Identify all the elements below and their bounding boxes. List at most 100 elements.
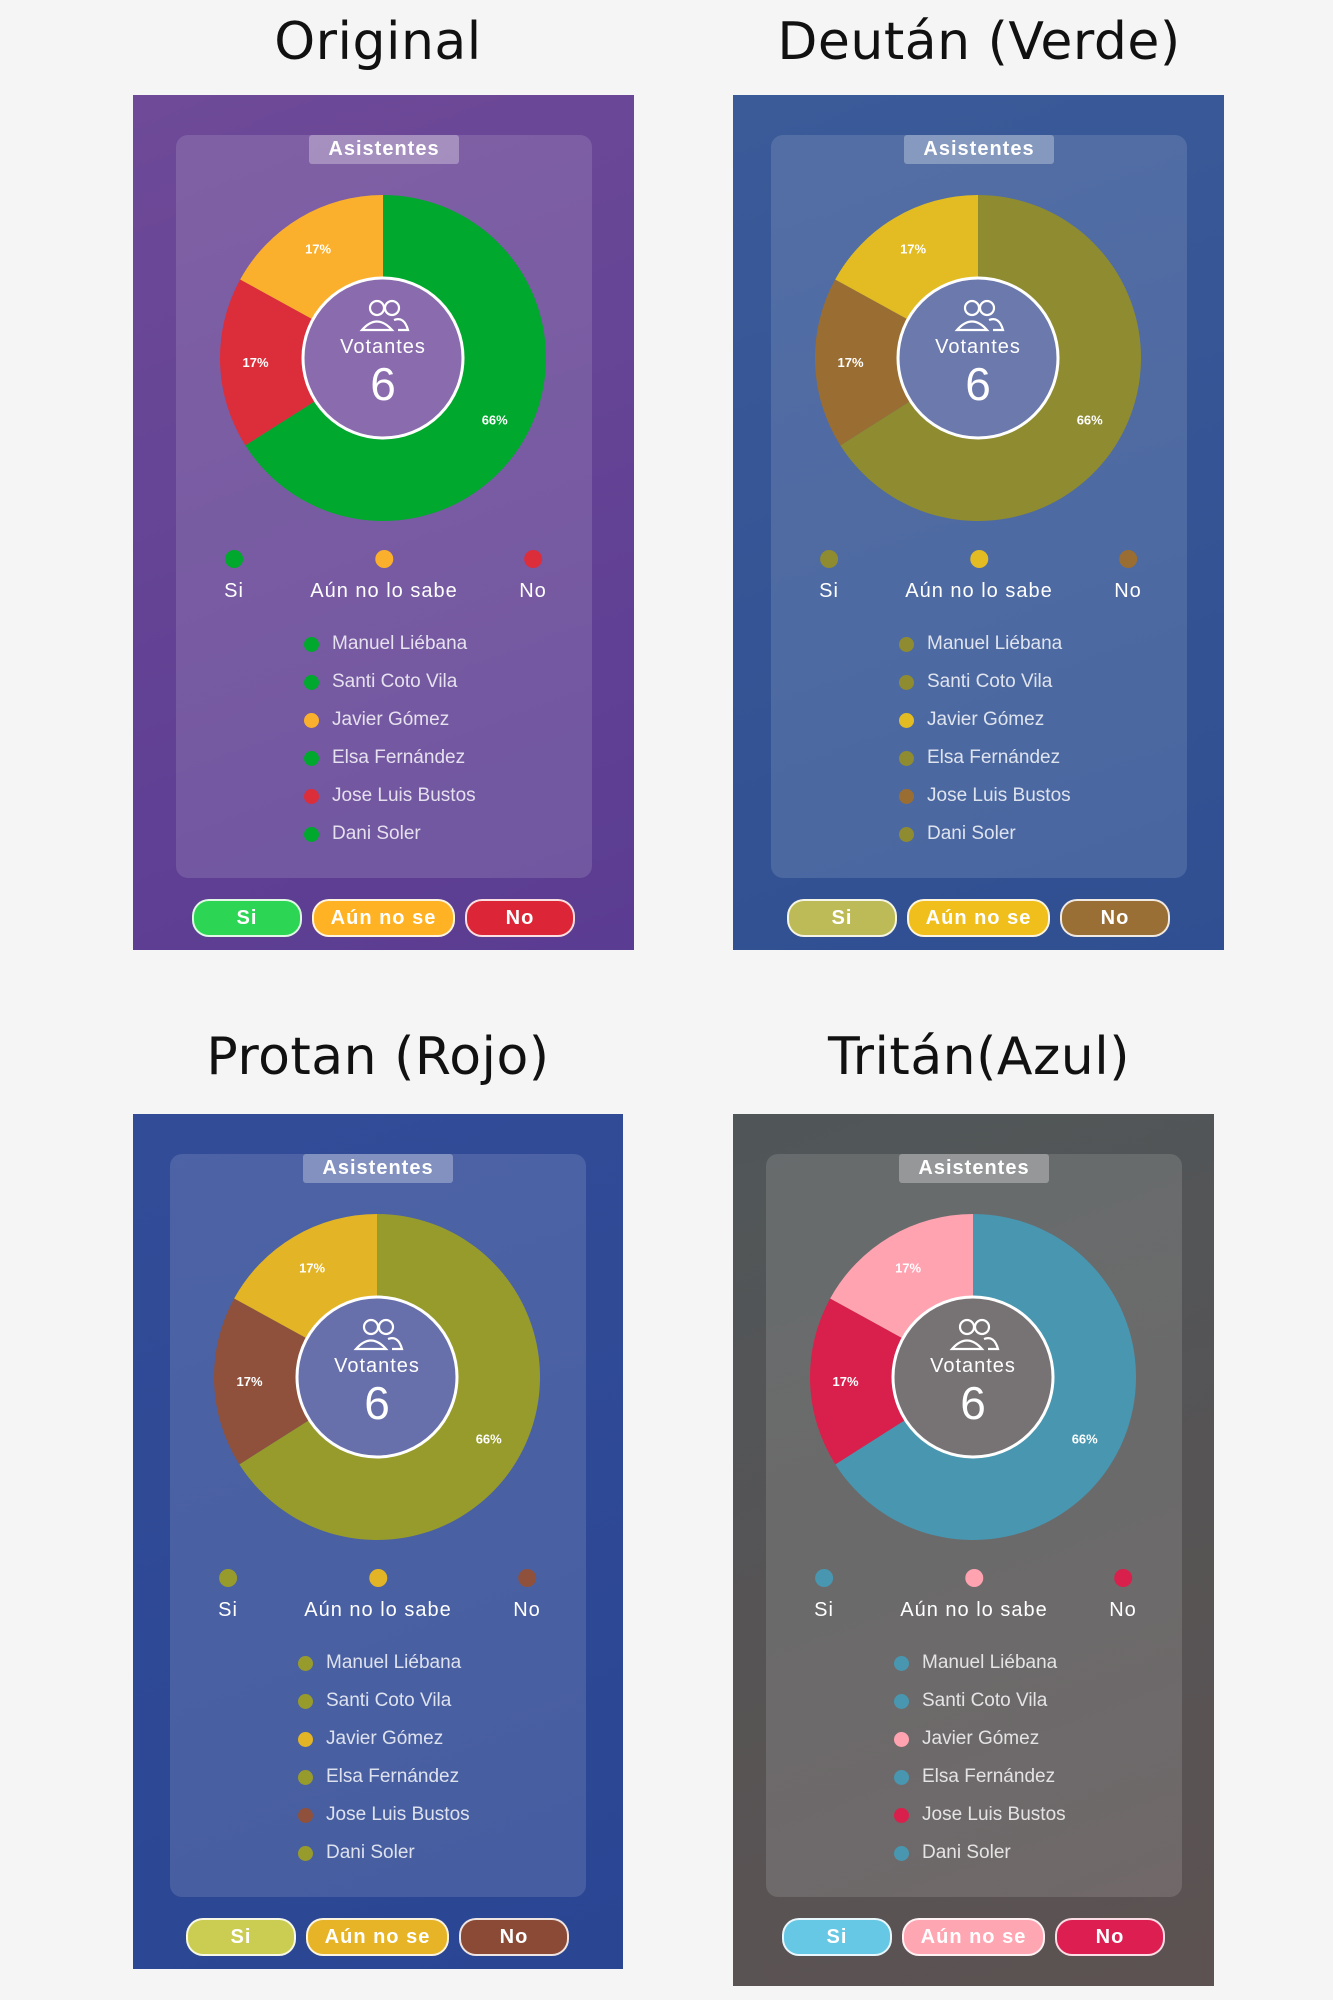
legend-item-no: No [1109, 1569, 1137, 1622]
vote-button-no[interactable]: No [465, 899, 575, 937]
vote-buttons: Si Aún no se No [733, 1918, 1214, 1958]
voter-name: Santi Coto Vila [332, 671, 458, 692]
legend-dot [1118, 550, 1137, 568]
list-item: Elsa Fernández [894, 1758, 1154, 1796]
center-label: Votantes [935, 336, 1021, 358]
vote-buttons: Si Aún no se No [133, 1918, 623, 1958]
legend-item-aun: Aún no lo sabe [905, 550, 1052, 603]
vote-dot [304, 826, 319, 842]
vote-buttons: Si Aún no se No [133, 899, 634, 939]
slice-label-no: 17% [838, 355, 864, 370]
center-label: Votantes [340, 336, 426, 358]
legend-item-aun: Aún no lo sabe [900, 1569, 1047, 1622]
legend-dot [224, 550, 243, 568]
legend-label: No [513, 1599, 541, 1621]
vote-dot [304, 750, 319, 766]
voter-name: Dani Soler [927, 823, 1016, 844]
legend-label: Aún no lo sabe [905, 580, 1053, 602]
list-item: Dani Soler [298, 1834, 558, 1872]
legend-label: No [1109, 1599, 1137, 1621]
legend-dot [375, 550, 393, 568]
legend-item-no: No [513, 1569, 541, 1622]
list-item: Jose Luis Bustos [899, 777, 1159, 815]
users-icon [359, 299, 410, 332]
vote-dot [304, 636, 319, 652]
vote-button-aun[interactable]: Aún no se [306, 1918, 449, 1956]
card-title: Asistentes [899, 1154, 1049, 1183]
vote-button-si[interactable]: Si [787, 899, 897, 937]
center-value: 6 [965, 358, 991, 410]
voter-name: Santi Coto Vila [922, 1690, 1048, 1711]
legend-dot [517, 1569, 536, 1587]
list-item: Santi Coto Vila [894, 1682, 1154, 1720]
voter-name: Javier Gómez [326, 1728, 444, 1749]
list-item: Dani Soler [894, 1834, 1154, 1872]
voter-name: Dani Soler [332, 823, 421, 844]
legend-dot [970, 550, 988, 568]
slice-label-no: 17% [833, 1374, 859, 1389]
vote-button-aun[interactable]: Aún no se [907, 899, 1050, 937]
slice-label-no: 17% [237, 1374, 263, 1389]
vote-dot [899, 636, 914, 652]
slice-no [810, 1298, 973, 1465]
vote-dot [899, 826, 914, 842]
vote-button-si[interactable]: Si [186, 1918, 296, 1956]
donut-center [896, 276, 1060, 440]
vote-dot [894, 1731, 909, 1747]
voter-name: Javier Gómez [927, 709, 1045, 730]
vote-dot [298, 1807, 313, 1823]
list-item: Manuel Liébana [298, 1644, 558, 1682]
legend-label: Aún no lo sabe [310, 580, 458, 602]
vote-dot [894, 1769, 909, 1785]
donut-center [301, 276, 465, 440]
card-title: Asistentes [303, 1154, 453, 1183]
donut-center [295, 1295, 459, 1459]
list-item: Santi Coto Vila [304, 663, 564, 701]
vote-button-no[interactable]: No [1055, 1918, 1165, 1956]
vote-button-no[interactable]: No [1060, 899, 1170, 937]
attendees-card: Asistentes 66% 17% 17% Votantes 6 Si Aún no lo … [170, 1154, 586, 1897]
legend-label: Si [224, 580, 244, 602]
users-icon [954, 299, 1005, 332]
slice-label-aun: 17% [895, 1260, 921, 1275]
legend-label: No [519, 580, 547, 602]
vote-button-si[interactable]: Si [782, 1918, 892, 1956]
card-title: Asistentes [904, 135, 1054, 164]
voter-name: Santi Coto Vila [326, 1690, 452, 1711]
slice-label-si: 66% [482, 412, 508, 427]
list-item: Santi Coto Vila [899, 663, 1159, 701]
list-item: Javier Gómez [298, 1720, 558, 1758]
vote-button-no[interactable]: No [459, 1918, 569, 1956]
list-item: Javier Gómez [899, 701, 1159, 739]
legend-item-no: No [1114, 550, 1142, 603]
phone-screen: Asistentes 66% 17% 17% Votantes 6 Si Aún no lo … [133, 1114, 623, 1969]
legend-item-aun: Aún no lo sabe [310, 550, 457, 603]
voter-name: Elsa Fernández [326, 1766, 460, 1787]
list-item: Jose Luis Bustos [298, 1796, 558, 1834]
legend-dot [965, 1569, 983, 1587]
slice-no [815, 279, 978, 446]
voters-list: Manuel Liébana Santi Coto Vila Javier Góme… [894, 1644, 1154, 1872]
attendees-card: Asistentes 66% 17% 17% Votantes 6 Si Aún no lo … [176, 135, 592, 878]
legend-label: Si [814, 1599, 834, 1621]
vote-dot [894, 1807, 909, 1823]
attendees-card: Asistentes 66% 17% 17% Votantes 6 Si Aún no lo … [771, 135, 1187, 878]
legend-item-si: Si [814, 1569, 834, 1622]
voter-name: Elsa Fernández [922, 1766, 1056, 1787]
list-item: Javier Gómez [894, 1720, 1154, 1758]
vote-button-aun[interactable]: Aún no se [312, 899, 455, 937]
legend-label: Si [218, 1599, 238, 1621]
slice-label-si: 66% [1072, 1431, 1098, 1446]
legend-dot [819, 550, 838, 568]
vote-button-si[interactable]: Si [192, 899, 302, 937]
legend-dot [369, 1569, 387, 1587]
voter-name: Dani Soler [326, 1842, 415, 1863]
vote-dot [298, 1845, 313, 1861]
list-item: Manuel Liébana [899, 625, 1159, 663]
card-title: Asistentes [309, 135, 459, 164]
voters-list: Manuel Liébana Santi Coto Vila Javier Góme… [899, 625, 1159, 853]
voter-name: Dani Soler [922, 1842, 1011, 1863]
vote-button-aun[interactable]: Aún no se [902, 1918, 1045, 1956]
list-item: Elsa Fernández [899, 739, 1159, 777]
vote-dot [298, 1655, 313, 1671]
